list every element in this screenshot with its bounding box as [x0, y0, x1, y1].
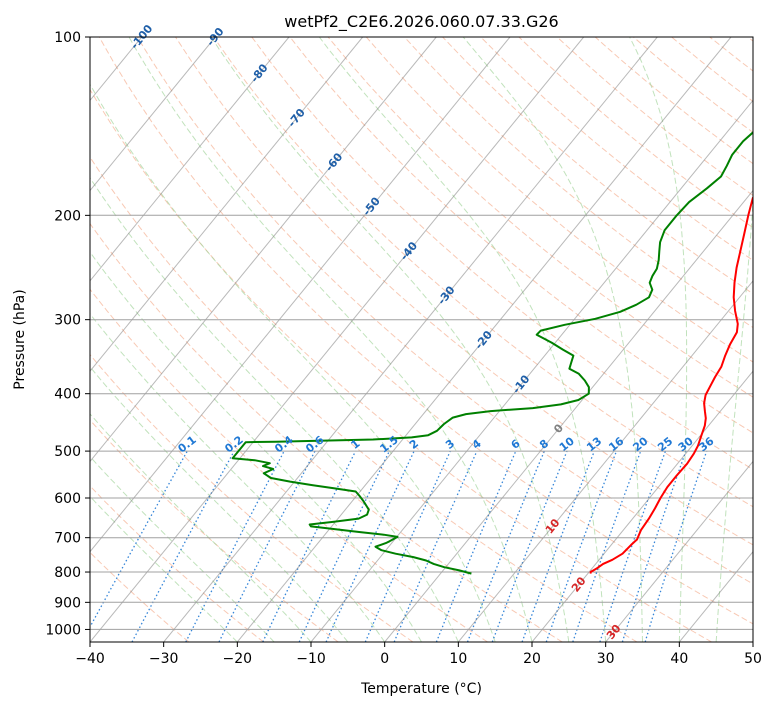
x-tick-label: 40 [670, 651, 688, 667]
isotherms [90, 37, 753, 642]
dry-adiabat-line [90, 156, 638, 642]
y-tick-label: 700 [54, 531, 81, 547]
x-tick-label: 20 [523, 651, 541, 667]
plot-frame [89, 36, 754, 643]
mixing-ratio-line [521, 450, 596, 642]
dry-adiabat-line [90, 88, 712, 642]
isotherm-line [236, 37, 732, 642]
moist-adiabat-line [318, 37, 607, 642]
x-tick-label: 30 [597, 651, 615, 667]
moist-adiabat-line [90, 176, 459, 642]
isotherm-line [457, 280, 753, 642]
mixing-ratio-line [572, 450, 642, 642]
y-tick-label: 800 [54, 565, 81, 581]
moist-adiabat-line [90, 251, 422, 642]
moist-adiabat-line [90, 83, 496, 642]
y-tick-label: 600 [54, 491, 81, 507]
moist-adiabat-line [629, 37, 688, 642]
mixing-ratio-line [218, 450, 316, 642]
dry-adiabat-line [251, 37, 753, 470]
y-axis-ticks: 100 200 300 400 500 600 700 800 900 1000 [45, 30, 90, 638]
x-tick-label: −20 [223, 651, 253, 667]
temperature-profile-line [589, 195, 753, 574]
mixing-ratio-line [393, 450, 478, 642]
isotherm-line [90, 37, 585, 642]
mixing-ratio-line [364, 450, 451, 642]
x-axis-ticks: −40 −30 −20 −10 0 10 20 30 40 50 [75, 642, 762, 667]
y-tick-label: 500 [54, 444, 81, 460]
y-tick-label: 300 [54, 313, 81, 329]
dry-adiabat-line [98, 37, 753, 625]
isotherm-line [605, 460, 753, 642]
chart-title: wetPf2_C2E6.2026.060.07.33.G26 [284, 12, 558, 32]
isotherm-line [90, 37, 511, 553]
y-tick-label: 1000 [45, 622, 81, 638]
x-tick-label: −30 [149, 651, 179, 667]
mixing-ratio-lines [90, 450, 708, 642]
x-tick-label: 50 [744, 651, 762, 667]
y-tick-label: 400 [54, 387, 81, 403]
dry-adiabat-line [90, 222, 563, 642]
isotherm-line [531, 370, 753, 642]
mixing-ratio-line [644, 450, 708, 642]
y-tick-label: 900 [54, 595, 81, 611]
dry-adiabat-line [90, 485, 264, 642]
mixing-ratio-line [90, 450, 188, 629]
moist-adiabat-line [210, 37, 570, 642]
dewpoint-profile-line [231, 131, 753, 575]
dry-adiabat-line [289, 37, 753, 434]
dry-adiabat-line [136, 37, 753, 585]
plot-area [90, 37, 753, 642]
x-tick-label: −40 [75, 651, 105, 667]
y-tick-label: 200 [54, 208, 81, 224]
mixing-ratio-line [131, 450, 235, 642]
isotherm-line [163, 37, 658, 642]
moist-adiabats [90, 37, 753, 642]
isotherm-line [384, 189, 753, 642]
isobar-gridlines [90, 37, 753, 630]
moist-adiabat-line [90, 495, 238, 642]
x-tick-label: −10 [296, 651, 326, 667]
mixing-ratio-line [491, 450, 568, 642]
isotherm-line [310, 99, 753, 642]
moist-adiabat-line [128, 37, 533, 642]
moist-adiabat-line [90, 313, 386, 642]
dry-adiabat-line [365, 37, 753, 363]
moist-adiabat-line [462, 37, 643, 642]
dry-adiabat-line [90, 353, 414, 642]
mixing-ratio-line [466, 450, 545, 642]
x-tick-label: 10 [449, 651, 467, 667]
isotherm-line [90, 37, 216, 192]
dry-adiabat-line [90, 288, 488, 642]
isotherm-line [90, 37, 437, 463]
mixing-ratio-line [599, 450, 667, 642]
x-axis-label: Temperature (°C) [360, 681, 482, 697]
dry-adiabat-line [90, 551, 190, 642]
mixing-ratio-line [435, 450, 517, 642]
mixing-ratio-line [621, 450, 687, 642]
isotherm-line [90, 37, 364, 372]
y-tick-label: 100 [54, 30, 81, 46]
isotherm-line [90, 37, 290, 282]
dry-adiabat-line [213, 37, 753, 508]
x-tick-label: 0 [380, 651, 389, 667]
y-axis-label: Pressure (hPa) [12, 289, 28, 389]
dry-adiabats [90, 37, 753, 642]
mixing-ratio-line [545, 450, 618, 642]
moist-adiabat-line [715, 195, 753, 642]
sounding-series [231, 131, 753, 575]
